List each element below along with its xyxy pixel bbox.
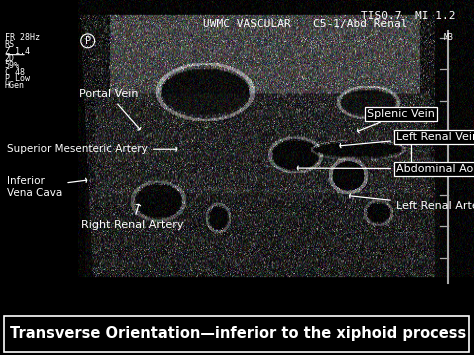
Text: Abdominal Aorta: Abdominal Aorta: [297, 164, 474, 174]
Text: HGen: HGen: [5, 81, 25, 91]
Text: 59%: 59%: [5, 61, 20, 70]
Text: P: P: [85, 36, 91, 46]
Text: C 48: C 48: [5, 67, 25, 77]
Text: Portal Vein: Portal Vein: [79, 89, 141, 130]
Text: FR 28Hz: FR 28Hz: [5, 33, 40, 42]
Text: Inferior
Vena Cava: Inferior Vena Cava: [7, 176, 87, 198]
Text: Left Renal Vein: Left Renal Vein: [340, 132, 474, 148]
Text: 2D: 2D: [5, 54, 15, 63]
Text: UWMC VASCULAR: UWMC VASCULAR: [202, 20, 291, 29]
Text: P Low: P Low: [5, 75, 30, 83]
Text: Splenic Vein: Splenic Vein: [358, 109, 435, 133]
Text: TIS0.7  MI 1.2: TIS0.7 MI 1.2: [361, 11, 455, 21]
Text: M3: M3: [444, 33, 454, 42]
Text: C5-1/Abd Renal: C5-1/Abd Renal: [313, 20, 408, 29]
Text: Left Renal Artery: Left Renal Artery: [349, 194, 474, 211]
Text: Superior Mesenteric Artery: Superior Mesenteric Artery: [7, 144, 177, 154]
Text: Transverse Orientation—inferior to the xiphoid process: Transverse Orientation—inferior to the x…: [10, 326, 467, 341]
Text: Z 1.4: Z 1.4: [5, 47, 30, 56]
Text: Right Renal Artery: Right Renal Artery: [82, 204, 184, 230]
Text: RS: RS: [5, 40, 15, 49]
